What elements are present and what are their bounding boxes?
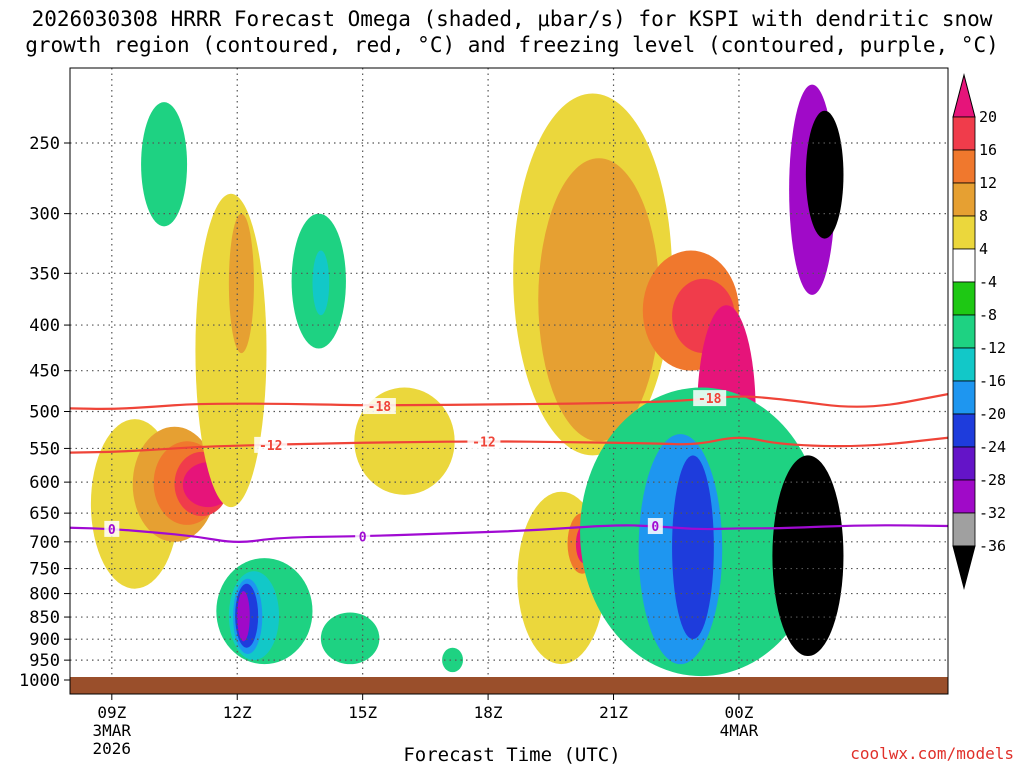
credit-link[interactable]: coolwx.com/models	[850, 744, 1014, 763]
contour-lines: -18 -18 -12 -12 0 0 0	[70, 390, 948, 545]
plot-frame	[69, 67, 949, 695]
colorbar-label-neg16: -16	[979, 372, 1006, 390]
y-tick-label-800: 800	[29, 585, 60, 605]
y-tick-label-450: 450	[29, 362, 60, 382]
x-tick-label-12Z: 12Z	[223, 703, 252, 722]
contour-label-bg	[467, 433, 501, 450]
colorbar-label-neg24: -24	[979, 438, 1006, 456]
omega-shading	[90, 84, 844, 677]
x-tick-label-18Z: 18Z	[474, 703, 503, 722]
colorbar-label-neg28: -28	[979, 471, 1006, 489]
contour-label: -18	[698, 392, 722, 407]
contour-label-bg	[362, 398, 396, 415]
y-tick-label-650: 650	[29, 504, 60, 524]
omega-region-neg8	[141, 102, 188, 227]
y-tick-label-700: 700	[29, 533, 60, 553]
contour-label: 0	[651, 520, 659, 535]
x-tick-date: 3MAR	[93, 721, 132, 740]
x-tick-label-00Z: 00Z	[724, 703, 753, 722]
y-tick-label-350: 350	[29, 264, 60, 284]
colorbar-box-1	[952, 149, 976, 184]
chart-title-line2: growth region (contoured, red, °C) and f…	[25, 33, 999, 57]
colorbar-box-10	[952, 446, 976, 481]
colorbar-box-4	[952, 248, 976, 283]
contour-label: 0	[359, 530, 367, 545]
colorbar-label-20: 20	[979, 108, 997, 126]
y-tick-label-300: 300	[29, 205, 60, 225]
y-tick-label-1000: 1000	[19, 671, 60, 691]
colorbar-box-6	[952, 314, 976, 349]
omega-region-4	[195, 193, 267, 508]
contour-label-bg	[254, 436, 288, 453]
omega-region-neg20	[672, 455, 714, 640]
colorbar-label-neg4: -4	[979, 273, 997, 291]
colorbar-box-0	[952, 116, 976, 151]
x-tick-label-09Z: 09Z	[97, 703, 126, 722]
grid-lines	[70, 68, 948, 694]
colorbar-box-12	[952, 512, 976, 547]
contour-label-bg	[693, 390, 727, 407]
y-tick-label-500: 500	[29, 403, 60, 423]
x-tick-label-21Z: 21Z	[599, 703, 628, 722]
omega-region-8	[228, 213, 254, 354]
y-tick-label-950: 950	[29, 651, 60, 671]
x-tick-year: 2026	[93, 739, 132, 758]
colorbar-box-2	[952, 182, 976, 217]
pressure-axis: 2503003504004505005506006507007508008509…	[19, 134, 70, 691]
omega-region-neg28	[237, 591, 250, 642]
omega-region-neg8	[320, 612, 380, 665]
y-tick-label-900: 900	[29, 630, 60, 650]
colorbar-label-8: 8	[979, 207, 988, 225]
y-tick-label-850: 850	[29, 608, 60, 628]
colorbar-label-neg32: -32	[979, 504, 1006, 522]
omega-region-8	[538, 158, 660, 442]
contour-label: -12	[472, 435, 495, 450]
colorbar-label-4: 4	[979, 240, 988, 258]
chart-title: 2026030308 HRRR Forecast Omega (shaded, …	[0, 6, 1024, 58]
contour-label: 0	[108, 523, 116, 538]
colorbar-box-9	[952, 413, 976, 448]
omega-region-neg12	[312, 250, 330, 316]
colorbar-box-3	[952, 215, 976, 250]
omega-region-neg36	[772, 455, 844, 657]
omega-region-neg36	[805, 110, 844, 239]
contour-label-bg	[355, 528, 371, 545]
colorbar-label-16: 16	[979, 141, 997, 159]
y-tick-label-400: 400	[29, 316, 60, 336]
colorbar-label-neg20: -20	[979, 405, 1006, 423]
chart-title-line1: 2026030308 HRRR Forecast Omega (shaded, …	[31, 7, 993, 31]
colorbar-label-neg12: -12	[979, 339, 1006, 357]
y-tick-label-600: 600	[29, 473, 60, 493]
colorbar-top-arrow	[952, 73, 976, 118]
omega-region-neg8	[442, 647, 464, 673]
colorbar-bottom-arrow	[952, 545, 976, 590]
contour-label-bg	[104, 520, 120, 537]
colorbar-box-8	[952, 380, 976, 415]
y-tick-label-750: 750	[29, 560, 60, 580]
colorbar-box-7	[952, 347, 976, 382]
x-tick-label-15Z: 15Z	[348, 703, 377, 722]
x-tick-date: 4MAR	[720, 721, 759, 740]
y-tick-label-250: 250	[29, 134, 60, 154]
y-tick-label-550: 550	[29, 439, 60, 459]
x-axis-label: Forecast Time (UTC)	[403, 744, 621, 766]
contour-0	[70, 524, 948, 543]
colorbar-label-12: 12	[979, 174, 997, 192]
colorbar-label-neg36: -36	[979, 537, 1006, 555]
contour-label-bg	[647, 518, 663, 535]
contour-label: -18	[368, 400, 392, 415]
ground-surface	[70, 677, 948, 694]
colorbar-box-11	[952, 479, 976, 514]
colorbar: 20 16 12 8 4 -4 -8 -12 -16 -20 -24 -28 -32 -36	[952, 73, 1006, 590]
contour-neg18	[70, 392, 948, 410]
contour-label: -12	[259, 439, 282, 454]
colorbar-box-5	[952, 281, 976, 316]
colorbar-label-neg8: -8	[979, 306, 997, 324]
